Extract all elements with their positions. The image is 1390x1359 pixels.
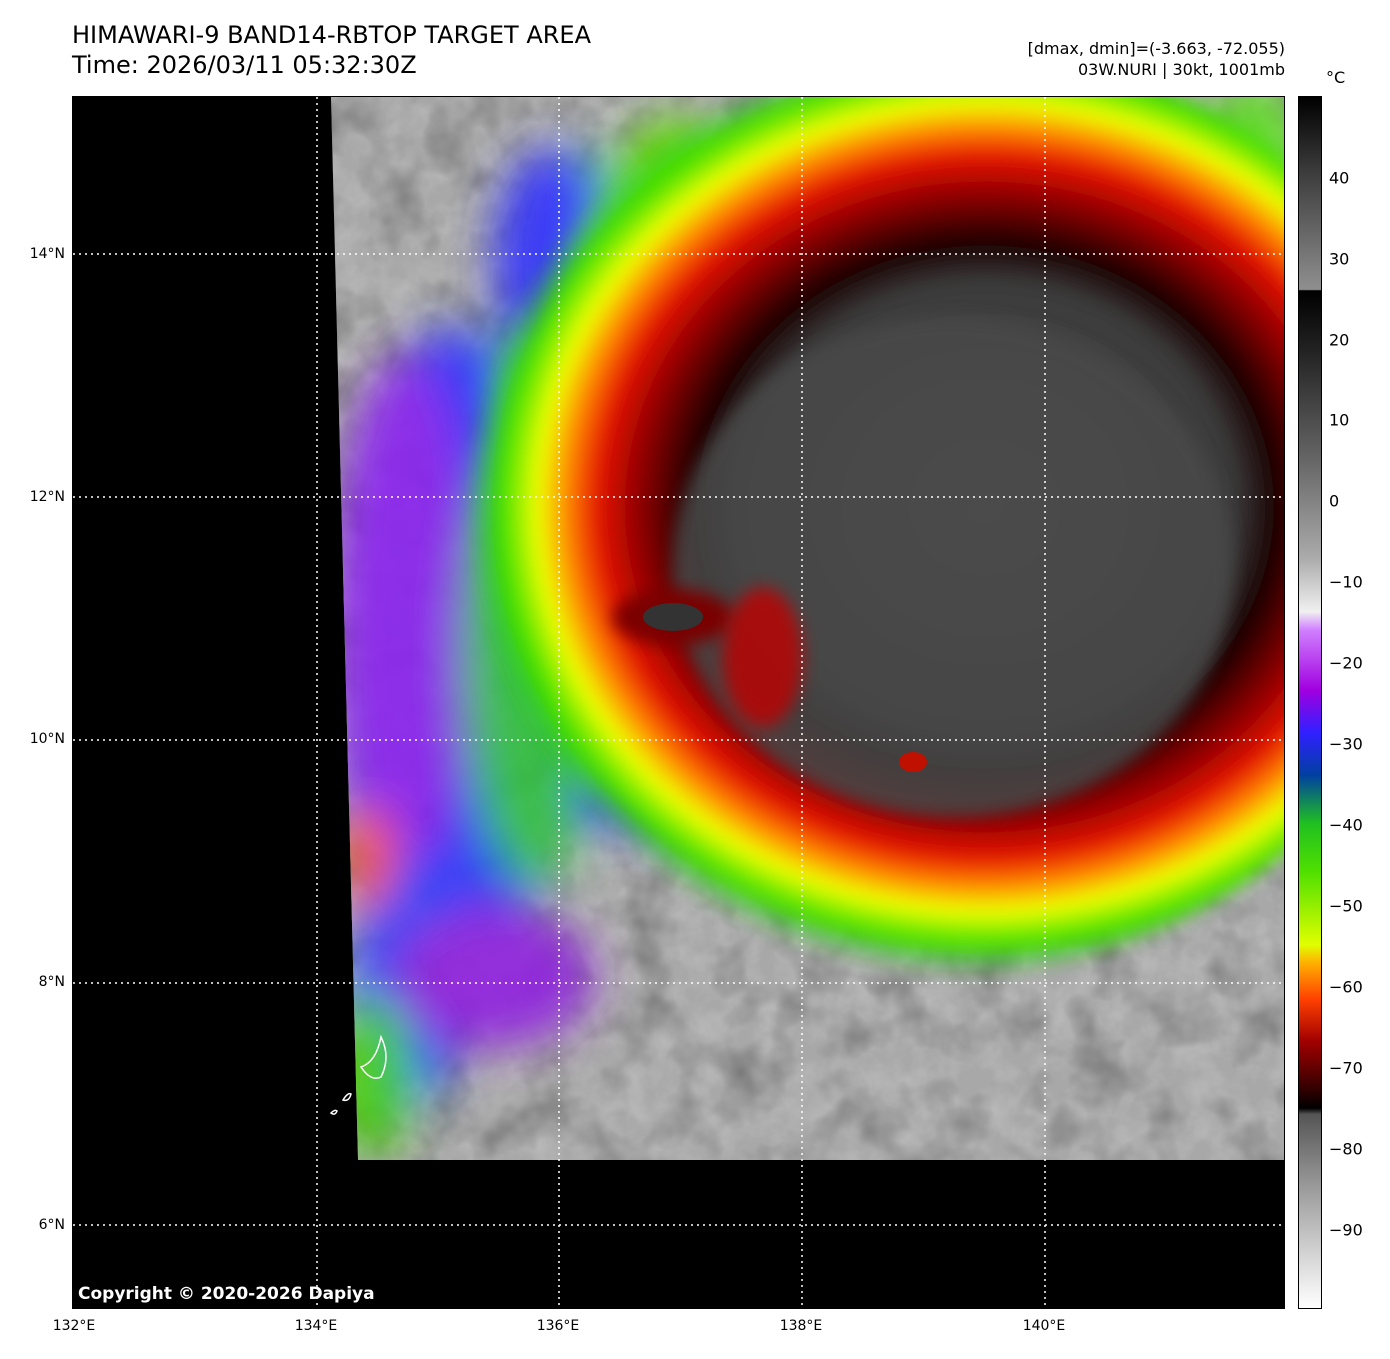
info-block: [dmax, dmin]=(-3.663, -72.055) 03W.NURI … [1028,38,1285,80]
lat-label-6n: 6°N [38,1217,65,1233]
copyright-text: Copyright © 2020-2026 Dapiya [78,1284,375,1304]
lat-label-10n: 10°N [29,731,65,747]
lat-label-8n: 8°N [38,974,65,990]
lon-label-140e: 140°E [1022,1318,1066,1334]
figure-title: HIMAWARI-9 BAND14-RBTOP TARGET AREA Time… [72,20,591,80]
lon-label-138e: 138°E [779,1318,823,1334]
graticule [73,97,1284,1308]
lon-label-134e: 134°E [294,1318,338,1334]
colorbar-tick: −40 [1329,815,1363,835]
lat-label-14n: 14°N [29,246,65,262]
satellite-image-panel [72,96,1285,1309]
lon-label-136e: 136°E [536,1318,580,1334]
colorbar-tick: −10 [1329,572,1363,592]
storm-info-label: 03W.NURI | 30kt, 1001mb [1077,60,1285,79]
satellite-image [73,97,1284,1308]
colorbar-unit: °C [1326,68,1346,87]
title-line-2: Time: 2026/03/11 05:32:30Z [72,51,417,79]
colorbar-tick: −30 [1329,734,1363,754]
title-line-1: HIMAWARI-9 BAND14-RBTOP TARGET AREA [72,21,592,49]
lat-label-12n: 12°N [29,489,65,505]
colorbar-tick: 20 [1329,330,1350,350]
lon-label-132e: 132°E [52,1318,96,1334]
colorbar-tick: 0 [1329,491,1340,511]
colorbar [1298,96,1322,1309]
colorbar-tick: −80 [1329,1139,1363,1159]
dmax-dmin-label: [dmax, dmin]=(-3.663, -72.055) [1027,39,1285,58]
colorbar-tick: 10 [1329,410,1350,430]
colorbar-tick: −50 [1329,896,1363,916]
colorbar-tick: −60 [1329,977,1363,997]
colorbar-tick: −20 [1329,653,1363,673]
colorbar-tick: 30 [1329,249,1350,269]
colorbar-tick: −70 [1329,1058,1363,1078]
colorbar-tick: −90 [1329,1220,1363,1240]
colorbar-tick: 40 [1329,168,1350,188]
coastline [329,1034,387,1115]
